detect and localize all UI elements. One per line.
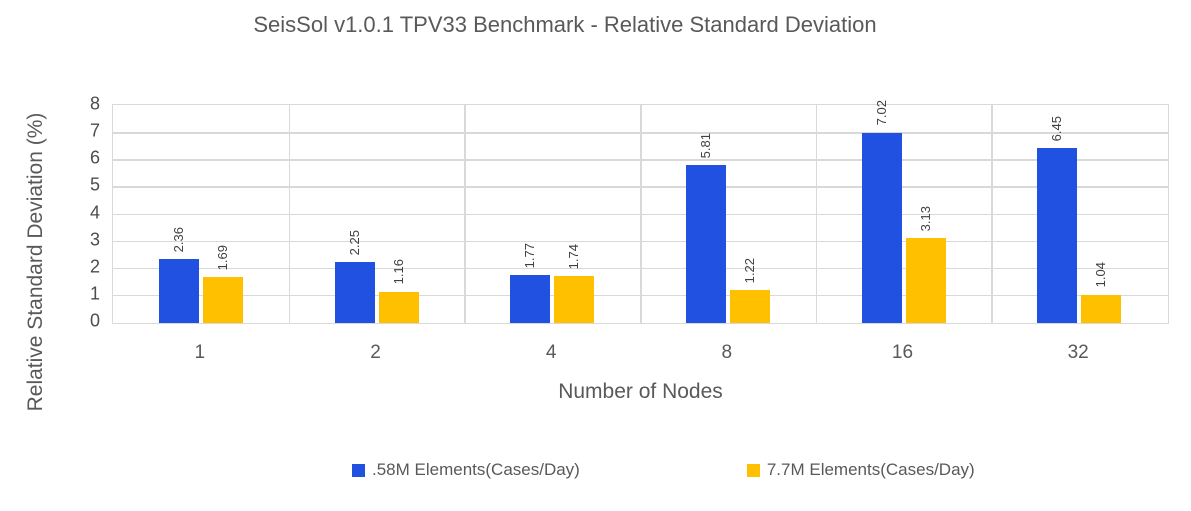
bar-series1-node4	[510, 275, 551, 323]
y-tick-label: 2	[89, 256, 100, 277]
gridline-vertical	[991, 105, 993, 323]
x-tick-label-32: 32	[1067, 342, 1089, 363]
y-axis-ticks: 0 1 2 3 4 5 6 7 8	[58, 94, 100, 331]
plot-area: 2.36 1.69 2.25 1.16 1.77 1.74 5.81 1.22 7.02 3.13…	[112, 100, 1169, 324]
bar-data-label: 1.16	[390, 259, 406, 285]
bar-series2-node32	[1081, 294, 1122, 323]
y-tick-label: 8	[89, 93, 100, 114]
y-tick-label: 7	[89, 120, 100, 141]
legend-label: 7.7M Elements(Cases/Day)	[766, 460, 975, 479]
chart-title: SeisSol v1.0.1 TPV33 Benchmark - Relativ…	[253, 12, 877, 37]
y-tick-label: 4	[89, 202, 100, 222]
gridline-vertical	[640, 105, 642, 323]
x-axis-ticks: 1 2 4 8 16 32	[112, 342, 1169, 366]
x-tick-label-8: 8	[721, 342, 733, 363]
bar-data-label: 1.74	[566, 243, 582, 269]
bar-data-label: 1.77	[522, 242, 538, 268]
legend-swatch-icon	[352, 463, 365, 477]
gridline-vertical	[815, 105, 818, 323]
bar-data-label: 1.04	[1093, 262, 1109, 288]
bar-series1-node16	[861, 132, 902, 323]
legend: .58M Elements(Cases/Day) 7.7M Elements(Ca…	[352, 460, 975, 480]
x-tick-label-4: 4	[545, 342, 557, 363]
x-axis-title: Number of Nodes	[558, 380, 723, 403]
x-tick-label-2: 2	[370, 342, 381, 363]
bar-data-label: 1.69	[214, 244, 230, 271]
bar-data-label: 3.13	[917, 205, 933, 232]
bar-data-label: 7.02	[873, 100, 889, 126]
bar-data-label: 1.22	[741, 257, 757, 283]
legend-swatch-icon	[746, 463, 760, 477]
x-tick-label-16: 16	[891, 342, 914, 363]
bar-data-label: 6.45	[1049, 115, 1065, 142]
bar-series2-node4	[554, 275, 595, 323]
y-tick-label: 1	[89, 283, 100, 304]
bar-data-label: 2.36	[170, 226, 186, 252]
bar-series1-node1	[158, 259, 199, 323]
x-tick-label-1: 1	[194, 342, 206, 363]
bar-data-label: 5.81	[697, 133, 713, 159]
bar-series2-node8	[729, 289, 770, 323]
legend-item-series2: 7.7M Elements(Cases/Day)	[746, 460, 975, 480]
bar-data-label: 2.25	[346, 229, 362, 255]
legend-item-series1: .58M Elements(Cases/Day)	[352, 460, 580, 480]
bar-series2-node2	[378, 291, 419, 323]
bar-series2-node16	[905, 238, 946, 323]
legend-label: .58M Elements(Cases/Day)	[372, 460, 580, 479]
gridline-vertical	[288, 105, 291, 323]
bar-series1-node32	[1037, 148, 1078, 323]
y-tick-label: 5	[89, 174, 100, 195]
y-tick-label: 6	[89, 147, 100, 168]
gridline-vertical	[464, 105, 466, 323]
bar-series2-node1	[202, 277, 243, 323]
bar-series1-node8	[685, 165, 726, 323]
y-tick-label: 0	[89, 310, 100, 331]
y-tick-label: 3	[89, 229, 100, 250]
y-axis-title: Relative Standard Deviation (%)	[24, 112, 47, 412]
bar-series1-node2	[334, 261, 375, 323]
